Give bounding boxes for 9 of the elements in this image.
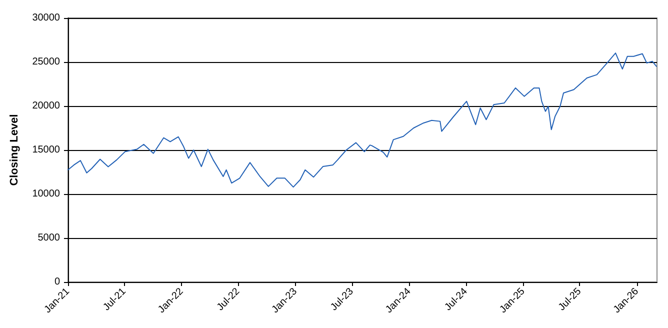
y-tick-label: 0	[54, 276, 60, 288]
y-axis-title: Closing Level	[8, 114, 20, 186]
y-tick-label: 10000	[32, 188, 60, 200]
y-tick-label: 20000	[32, 100, 60, 112]
y-tick-label: 5000	[38, 232, 60, 244]
y-tick-label: 30000	[32, 12, 60, 24]
y-tick-label: 25000	[32, 56, 60, 68]
line-series	[68, 52, 657, 188]
y-tick-label: 15000	[32, 144, 60, 156]
